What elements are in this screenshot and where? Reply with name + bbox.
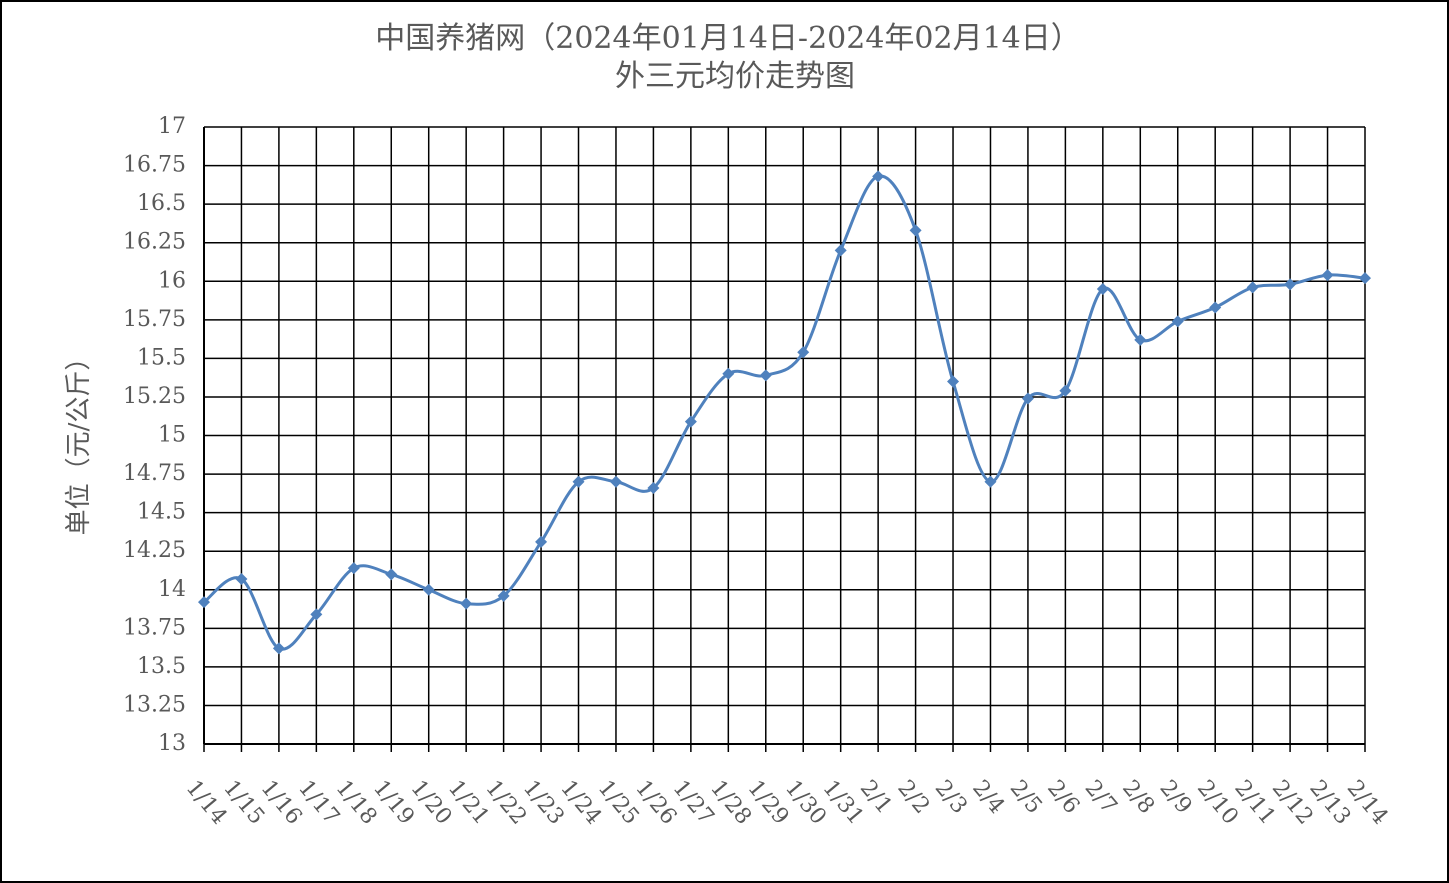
y-tick-label: 13.25 (123, 692, 186, 717)
marker (1246, 281, 1259, 294)
marker (497, 589, 510, 602)
y-tick-label: 16.5 (137, 191, 186, 216)
chart-subtitle: 外三元均价走势图 (615, 59, 855, 94)
marker (272, 642, 285, 655)
y-tick-label: 15.5 (137, 345, 186, 370)
marker (1359, 272, 1371, 285)
marker (535, 535, 548, 548)
marker (1134, 333, 1147, 346)
marker (385, 568, 398, 581)
y-tick-label: 14.5 (137, 500, 186, 525)
y-tick-label: 15 (158, 423, 186, 448)
y-tick-label: 13.5 (137, 654, 186, 679)
marker (759, 369, 772, 382)
marker (1096, 282, 1109, 295)
marker (1021, 392, 1034, 405)
marker (722, 367, 735, 380)
chart-title: 中国养猪网（2024年01月14日-2024年02月14日） (375, 21, 1081, 56)
marker (310, 608, 323, 621)
marker (198, 596, 210, 609)
y-tick-label: 17 (158, 114, 186, 139)
marker (609, 475, 622, 488)
y-axis-label: 单位（元/公斤） (64, 345, 94, 536)
marker (909, 224, 922, 237)
marker (647, 481, 660, 494)
y-tick-label: 13 (158, 731, 186, 756)
marker (347, 562, 360, 575)
y-tick-label: 15.75 (123, 307, 186, 332)
marker (872, 170, 885, 183)
marker (1321, 269, 1334, 282)
marker (684, 415, 697, 428)
marker (947, 375, 960, 388)
y-tick-label: 15.25 (123, 384, 186, 409)
y-tick-label: 16.75 (123, 153, 186, 178)
marker (834, 244, 847, 257)
marker (797, 346, 810, 359)
y-tick-label: 16 (158, 268, 186, 293)
y-tick-label: 16.25 (123, 230, 186, 255)
y-tick-label: 14.75 (123, 461, 186, 486)
marker (460, 597, 473, 610)
marker (984, 475, 997, 488)
marker (1209, 301, 1222, 314)
line (203, 174, 1366, 651)
marker (1059, 384, 1072, 397)
marker (1284, 278, 1297, 291)
marker (422, 583, 435, 596)
y-tick-label: 14 (158, 577, 186, 602)
marker (572, 475, 585, 488)
marker (1171, 315, 1184, 328)
y-tick-label: 13.75 (123, 615, 186, 640)
y-tick-label: 14.25 (123, 538, 186, 563)
marker (235, 572, 248, 585)
